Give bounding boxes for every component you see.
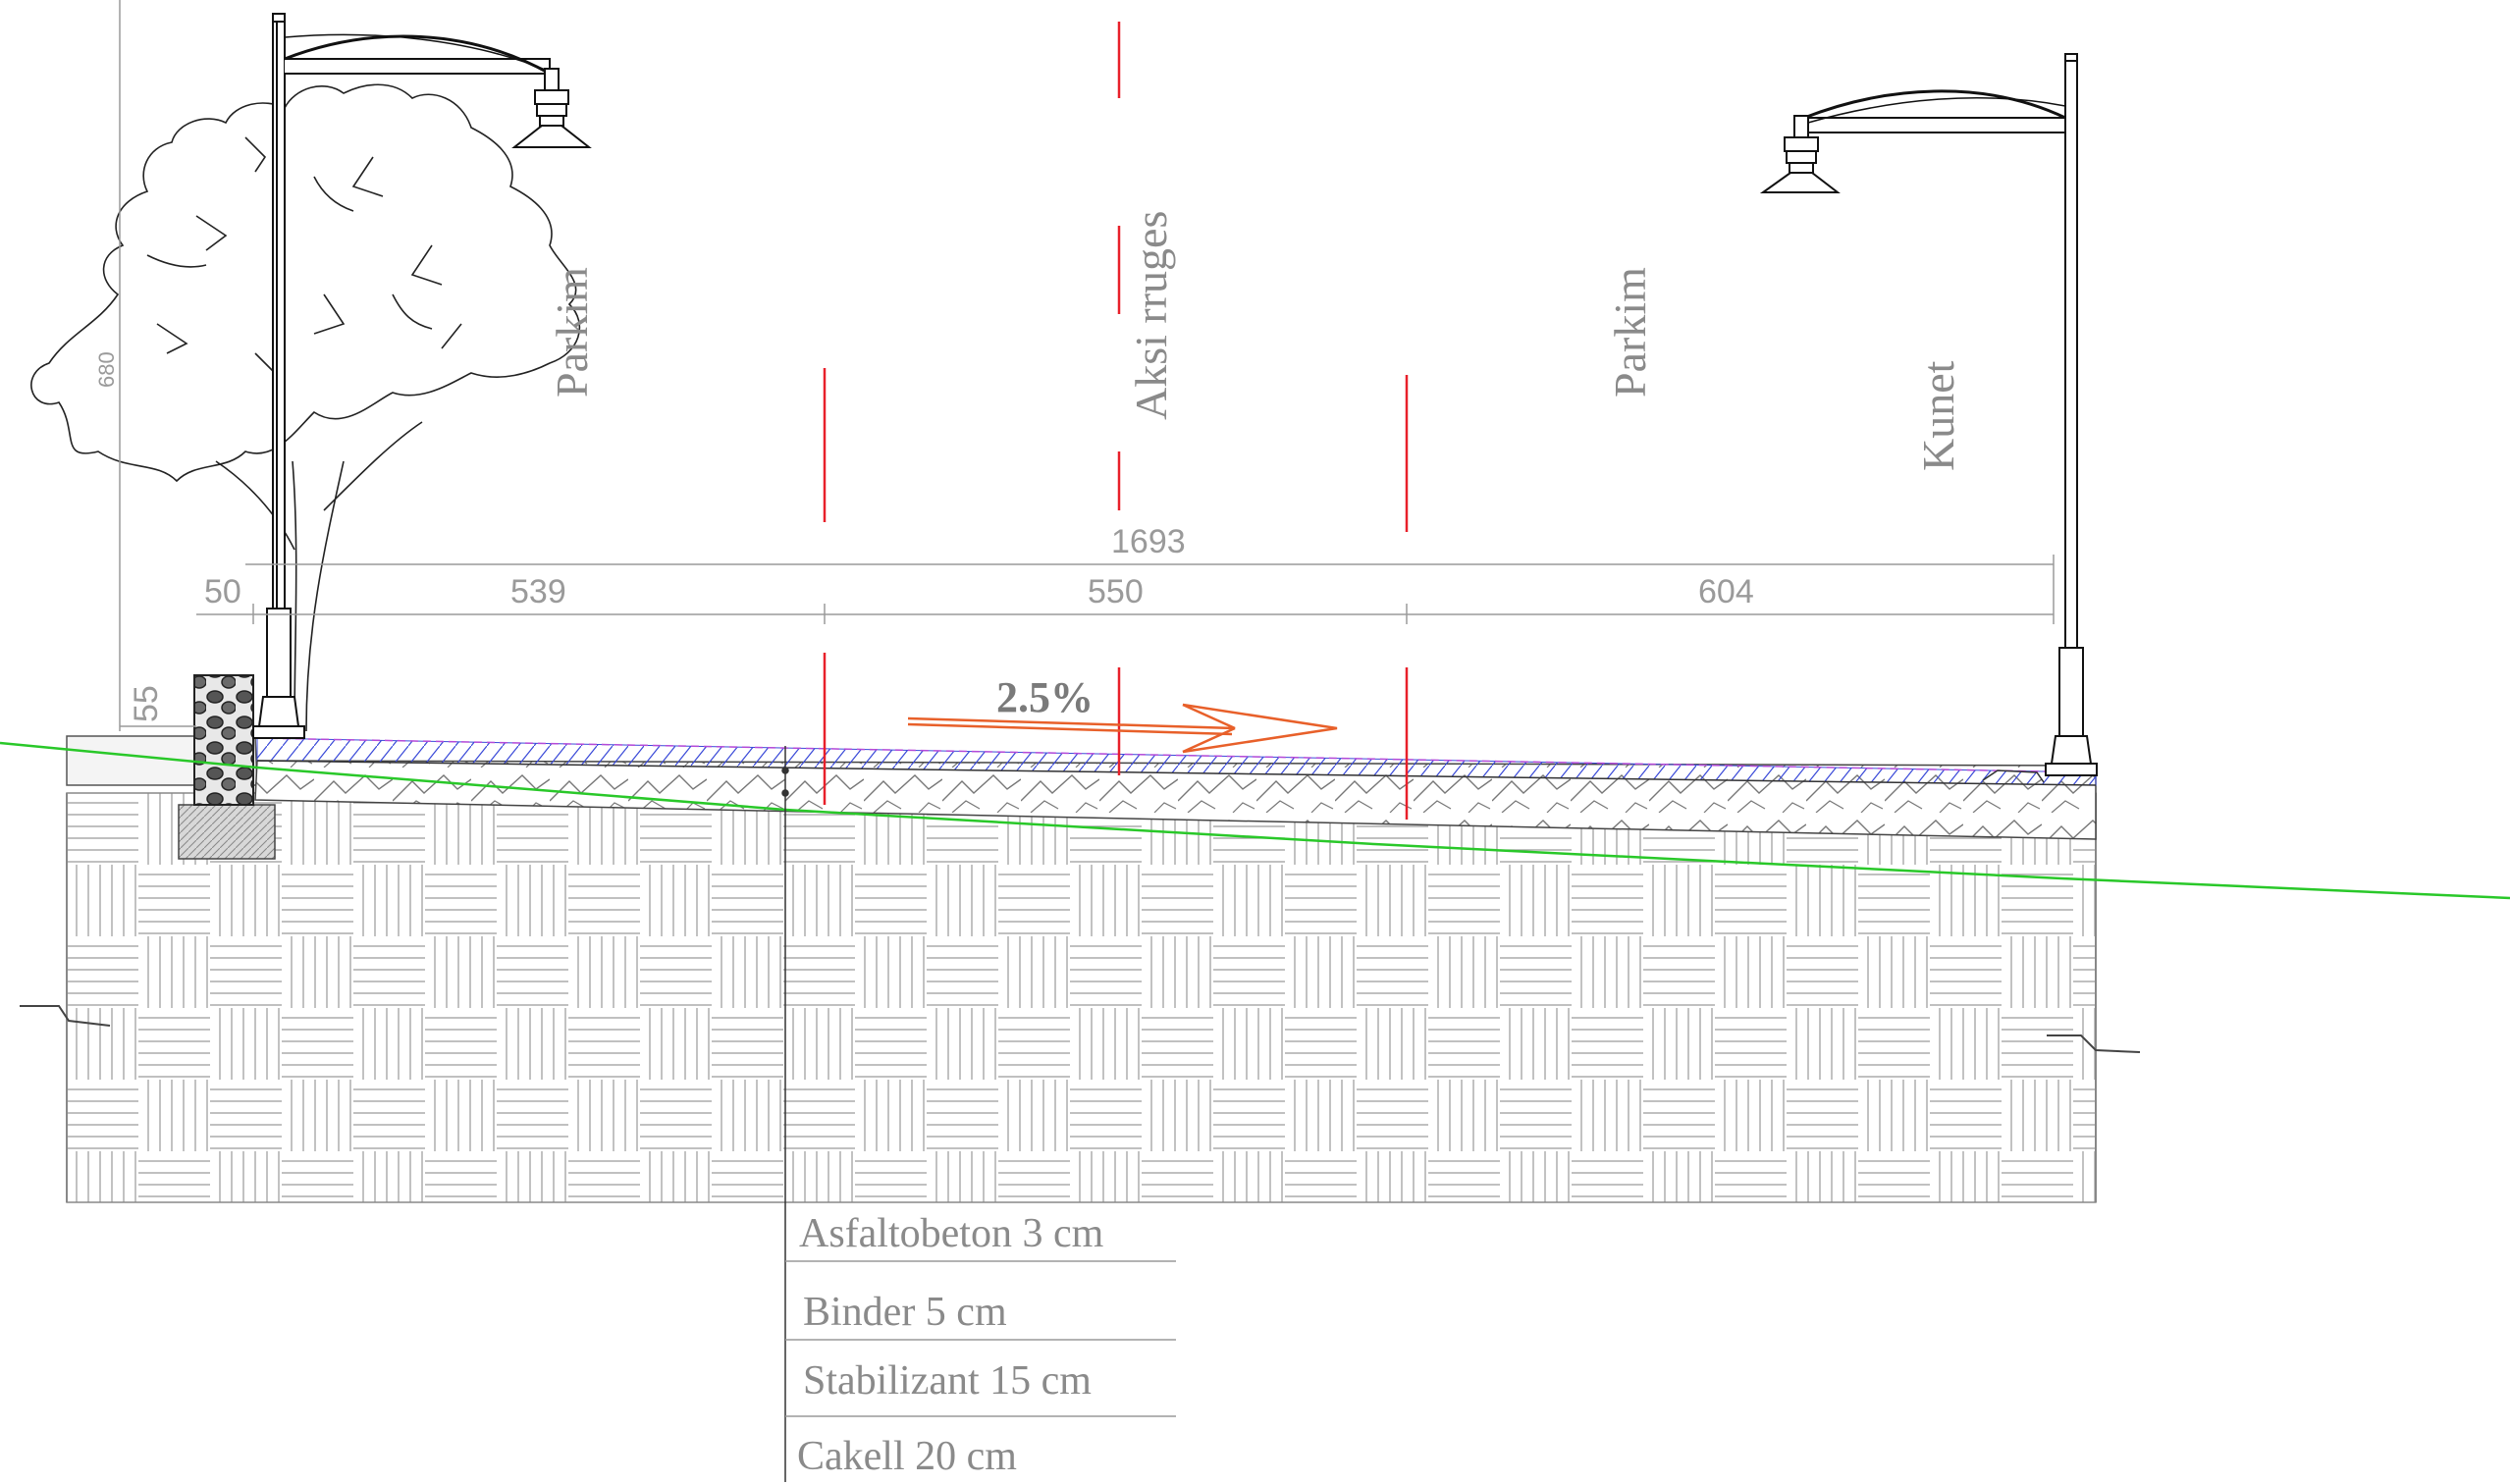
dim-left-vertical: 680 bbox=[94, 351, 119, 388]
gabion-column bbox=[193, 674, 254, 806]
dim-left-margin: 50 bbox=[204, 573, 241, 610]
label-parkim-right: Parkim bbox=[1605, 267, 1655, 398]
layer-cakell: Cakell 20 cm bbox=[797, 1434, 1017, 1479]
break-symbol-left bbox=[20, 1005, 111, 1027]
break-symbol-right bbox=[2047, 1034, 2141, 1053]
street-lamp-left bbox=[252, 13, 592, 739]
existing-ground-line bbox=[0, 741, 2510, 900]
dim-curb-height: 55 bbox=[128, 685, 165, 722]
dimension-lines bbox=[119, 0, 2055, 731]
axis-lines bbox=[823, 22, 1409, 820]
dim-total: 1693 bbox=[1111, 523, 1186, 560]
slope-arrow bbox=[907, 703, 1338, 754]
dim-seg-left: 539 bbox=[510, 573, 566, 610]
layer-marker bbox=[781, 746, 789, 1482]
layer-table bbox=[785, 1260, 1176, 1417]
label-kunet: Kunet bbox=[1913, 360, 1963, 471]
pavement-structure bbox=[66, 674, 2097, 860]
layer-asfaltobeton: Asfaltobeton 3 cm bbox=[799, 1211, 1104, 1256]
label-axis: Aksi rruges bbox=[1126, 211, 1176, 420]
label-parkim-left: Parkim bbox=[547, 267, 597, 398]
layer-stabilizant: Stabilizant 15 cm bbox=[803, 1358, 1092, 1404]
soil-body bbox=[66, 792, 2097, 1203]
slope-label: 2.5% bbox=[996, 673, 1094, 721]
tree-illustration bbox=[30, 83, 581, 732]
street-lamp-right bbox=[1759, 53, 2098, 776]
dim-seg-mid: 550 bbox=[1088, 573, 1144, 610]
layer-binder: Binder 5 cm bbox=[803, 1290, 1007, 1335]
dim-seg-right: 604 bbox=[1698, 573, 1754, 610]
